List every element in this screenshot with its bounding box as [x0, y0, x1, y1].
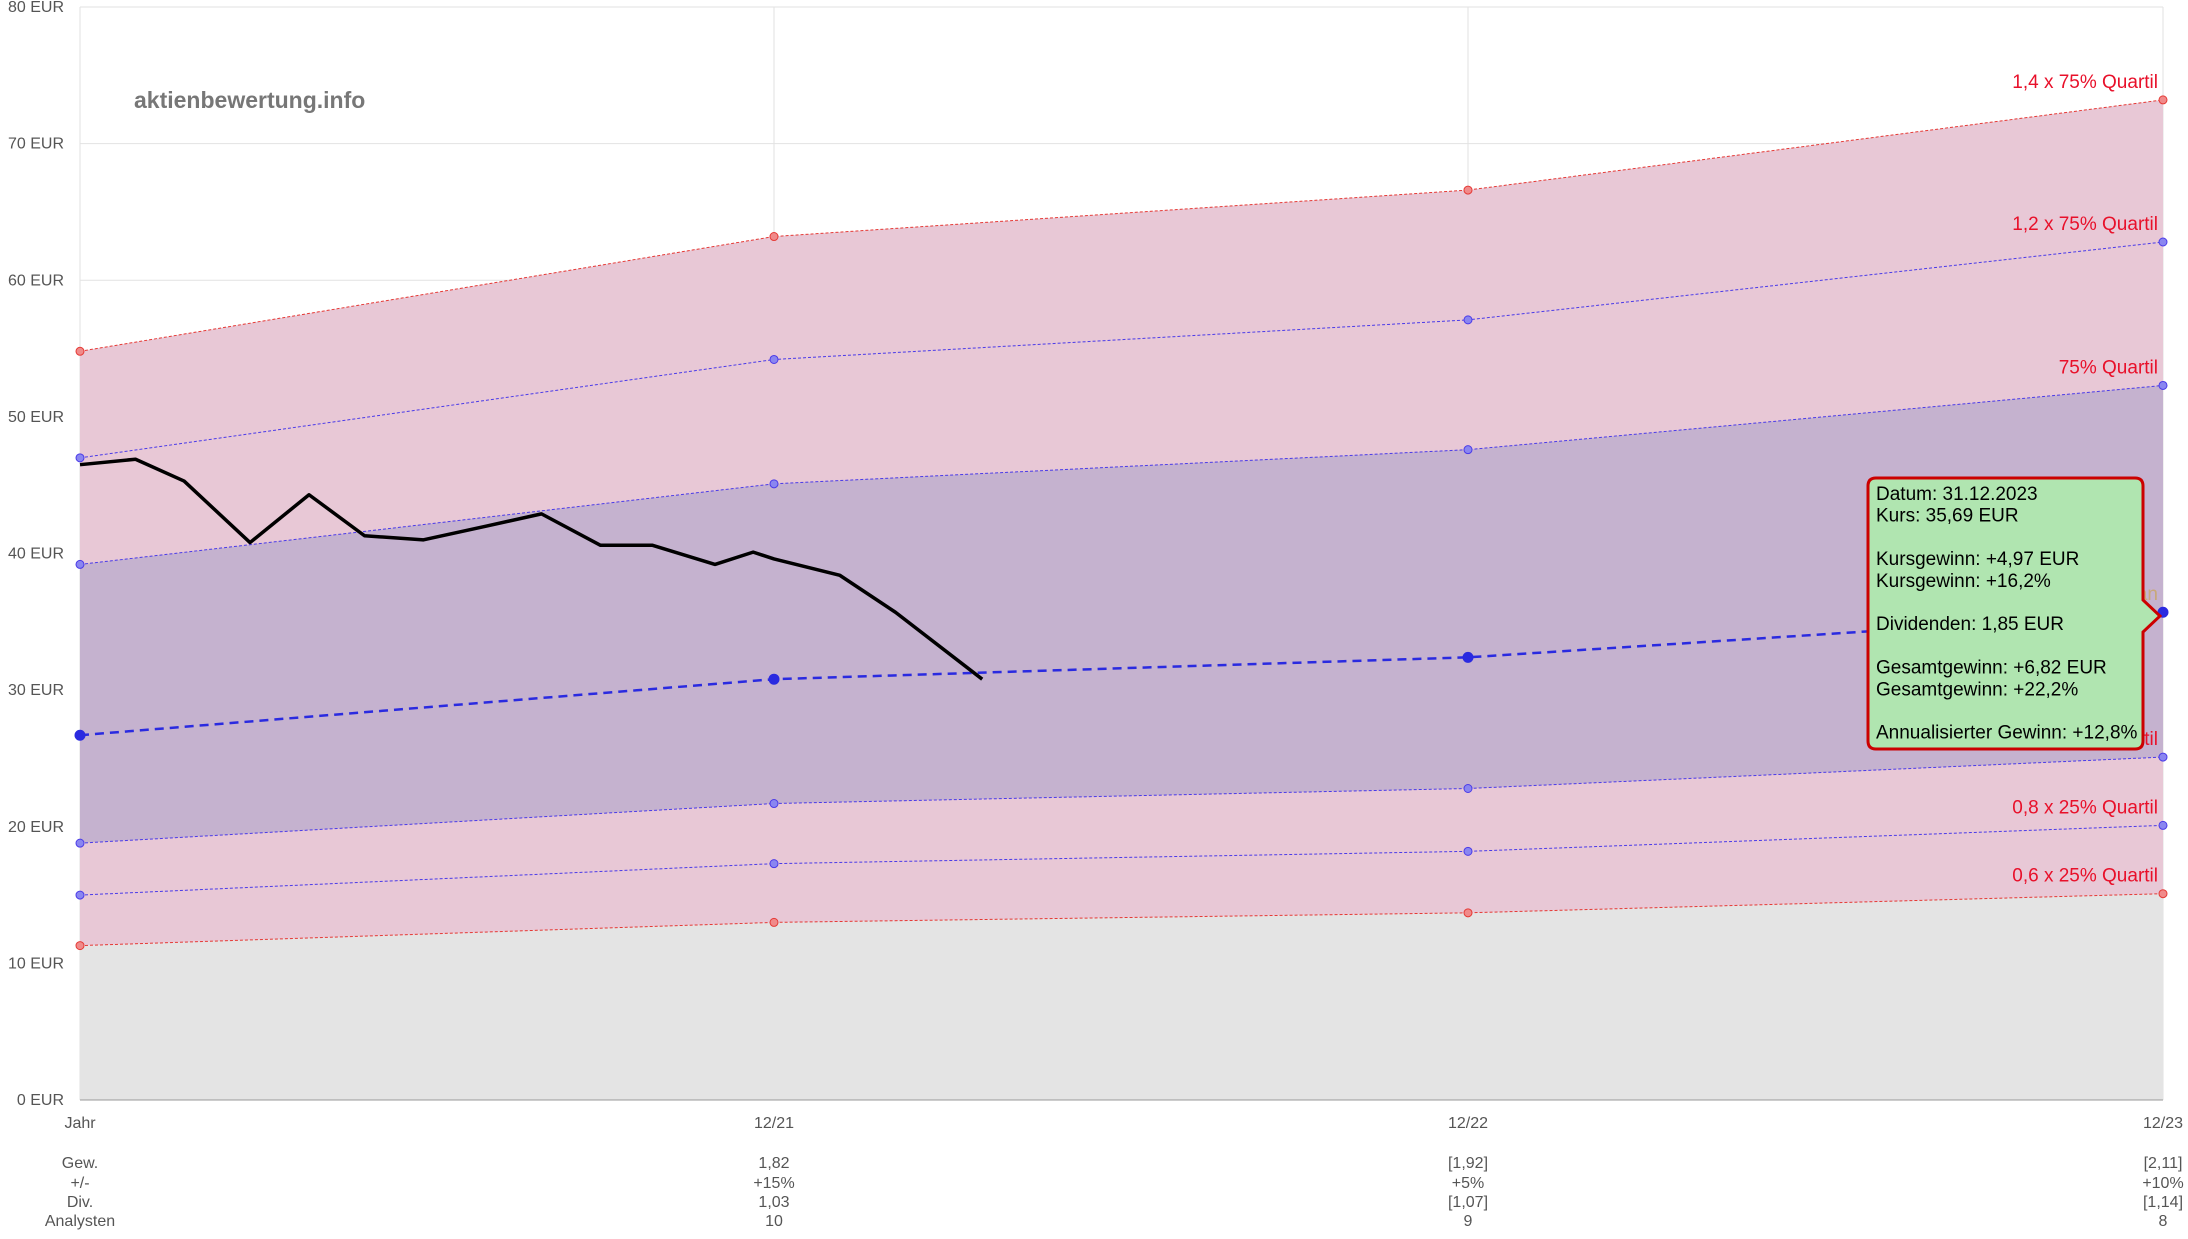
fund-cell: 8	[2159, 1213, 2168, 1230]
fund-row-label: +/-	[70, 1175, 89, 1192]
band-line	[79, 384, 2164, 565]
y-tick-label: 60 EUR	[8, 272, 64, 289]
tooltip-line: Gesamtgewinn: +6,82 EUR	[1876, 658, 2107, 679]
band-label: 0,8 x 25% Quartil	[2012, 797, 2158, 818]
fund-row-label: Gew.	[62, 1155, 98, 1172]
fund-cell: +5%	[1452, 1175, 1484, 1192]
fund-cell: +15%	[753, 1175, 794, 1192]
tooltip-line: Kursgewinn: +4,97 EUR	[1876, 549, 2079, 570]
x-tick-label: 12/23	[2143, 1115, 2183, 1132]
band-point	[75, 346, 85, 356]
band-point	[2158, 237, 2168, 247]
tooltip-line: Gesamtgewinn: +22,2%	[1876, 679, 2078, 700]
band-label: 1,2 x 75% Quartil	[2012, 214, 2158, 235]
band-point	[2158, 889, 2168, 899]
fund-cell: 1,82	[758, 1155, 789, 1172]
axes: 0 EUR 10 EUR 20 EUR 30 EUR 40 EUR 50 EUR 60 EU…	[8, 0, 2183, 1132]
band-point	[769, 479, 779, 489]
band-point	[74, 729, 86, 741]
band-label: 75% Quartil	[2059, 357, 2158, 378]
band-points	[74, 95, 2169, 951]
y-tick-label: 40 EUR	[8, 546, 64, 563]
y-tick-label: 10 EUR	[8, 955, 64, 972]
band-point	[1463, 908, 1473, 918]
band-line	[79, 611, 2164, 737]
band-point	[75, 838, 85, 848]
fund-cell: [2,11]	[2144, 1155, 2183, 1172]
band-point	[75, 941, 85, 951]
band-point	[769, 354, 779, 364]
watermark: aktienbewertung.info	[134, 87, 365, 113]
band-point	[769, 799, 779, 809]
band-point	[2158, 380, 2168, 390]
band-point	[1463, 846, 1473, 856]
y-tick-label: 70 EUR	[8, 136, 64, 153]
band-point	[75, 559, 85, 569]
band-point	[2158, 752, 2168, 762]
fund-cell: [1,14]	[2143, 1194, 2183, 1211]
fund-cell: 10	[765, 1213, 783, 1230]
tooltip-line: Kursgewinn: +16,2%	[1876, 571, 2051, 592]
band-areas	[80, 99, 2163, 1100]
band-point	[1462, 651, 1474, 663]
area-quartile-band	[80, 385, 2163, 844]
tooltip-line: Kurs: 35,69 EUR	[1876, 506, 2019, 527]
band-point	[1463, 315, 1473, 325]
band-point	[768, 673, 780, 685]
area-below-band	[80, 893, 2163, 1100]
band-point	[769, 917, 779, 927]
price-series	[79, 457, 984, 681]
band-point	[75, 453, 85, 463]
band-point	[1463, 185, 1473, 195]
fund-cell: 9	[1464, 1213, 1473, 1230]
fund-cell: +10%	[2142, 1175, 2183, 1192]
tooltip-line: Annualisierter Gewinn: +12,8%	[1876, 723, 2138, 744]
band-line	[79, 756, 2164, 844]
band-line	[79, 824, 2164, 896]
y-tick-label: 50 EUR	[8, 409, 64, 426]
band-point	[1463, 783, 1473, 793]
band-point	[1463, 445, 1473, 455]
y-tick-label: 80 EUR	[8, 0, 64, 16]
x-tick-label: Jahr	[64, 1115, 96, 1132]
price-line	[79, 457, 984, 681]
x-tick-label: 12/22	[1448, 1115, 1488, 1132]
band-point	[2158, 820, 2168, 830]
band-line	[79, 99, 2164, 352]
tooltip-line: Datum: 31.12.2023	[1876, 484, 2038, 505]
x-tick-label: 12/21	[754, 1115, 794, 1132]
band-point	[75, 890, 85, 900]
y-tick-label: 30 EUR	[8, 682, 64, 699]
band-point	[769, 859, 779, 869]
band-label: 1,4 x 75% Quartil	[2012, 72, 2158, 93]
fund-row-label: Analysten	[45, 1213, 115, 1230]
y-tick-label: 20 EUR	[8, 819, 64, 836]
band-lines	[79, 99, 2164, 947]
tooltip-box	[1866, 476, 2163, 751]
band-point	[2158, 95, 2168, 105]
band-line	[79, 893, 2164, 947]
fund-cell: [1,92]	[1448, 1155, 1488, 1172]
fund-row-label: Div.	[67, 1194, 93, 1211]
band-label: 0,6 x 25% Quartil	[2012, 866, 2158, 887]
band-point	[769, 232, 779, 242]
tooltip-line: Dividenden: 1,85 EUR	[1876, 614, 2064, 635]
fund-cell: [1,07]	[1448, 1194, 1488, 1211]
band-line	[79, 241, 2164, 459]
y-tick-label: 0 EUR	[17, 1092, 64, 1109]
fund-cell: 1,03	[758, 1194, 789, 1211]
fundamentals-table: Gew. +/- Div. Analysten 1,82 +15% 1,03 10 [1,92]…	[45, 1155, 2184, 1230]
